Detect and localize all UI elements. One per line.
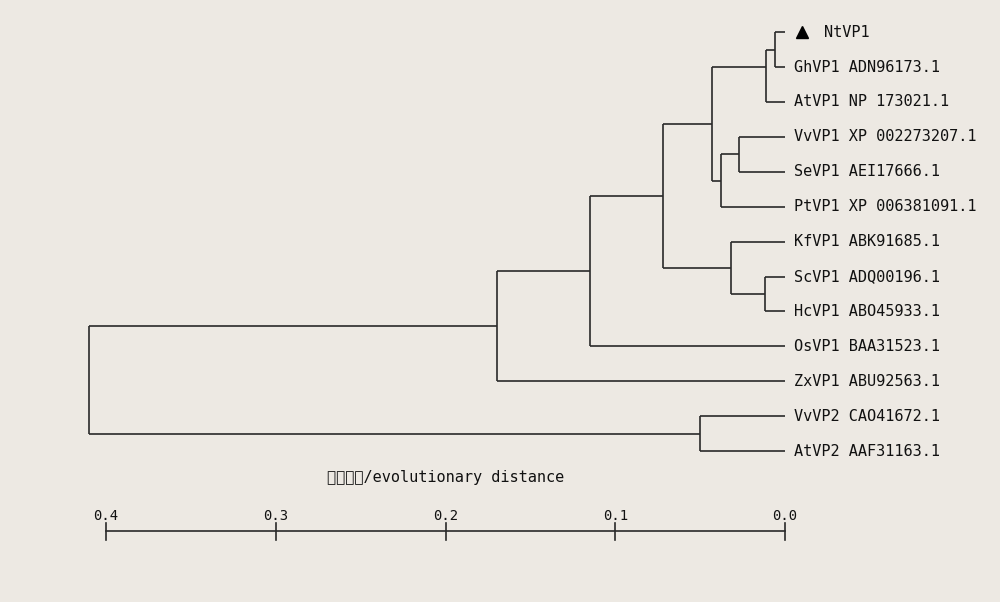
Text: AtVP1 NP 173021.1: AtVP1 NP 173021.1 bbox=[794, 95, 949, 110]
Text: AtVP2 AAF31163.1: AtVP2 AAF31163.1 bbox=[794, 444, 940, 459]
Text: GhVP1 ADN96173.1: GhVP1 ADN96173.1 bbox=[794, 60, 940, 75]
Text: HcVP1 ABO45933.1: HcVP1 ABO45933.1 bbox=[794, 304, 940, 319]
Text: ScVP1 ADQ00196.1: ScVP1 ADQ00196.1 bbox=[794, 269, 940, 284]
Text: 进化距离/evolutionary distance: 进化距离/evolutionary distance bbox=[327, 470, 564, 485]
Text: 0.2: 0.2 bbox=[433, 509, 458, 523]
Text: VvVP2 CAO41672.1: VvVP2 CAO41672.1 bbox=[794, 409, 940, 424]
Text: VvVP1 XP 002273207.1: VvVP1 XP 002273207.1 bbox=[794, 129, 976, 144]
Text: NtVP1: NtVP1 bbox=[824, 25, 870, 40]
Text: 0.0: 0.0 bbox=[773, 509, 798, 523]
Text: 0.4: 0.4 bbox=[93, 509, 119, 523]
Text: SeVP1 AEI17666.1: SeVP1 AEI17666.1 bbox=[794, 164, 940, 179]
Text: ZxVP1 ABU92563.1: ZxVP1 ABU92563.1 bbox=[794, 374, 940, 389]
Text: PtVP1 XP 006381091.1: PtVP1 XP 006381091.1 bbox=[794, 199, 976, 214]
Text: OsVP1 BAA31523.1: OsVP1 BAA31523.1 bbox=[794, 339, 940, 354]
Text: 0.3: 0.3 bbox=[263, 509, 288, 523]
Text: KfVP1 ABK91685.1: KfVP1 ABK91685.1 bbox=[794, 234, 940, 249]
Text: 0.1: 0.1 bbox=[603, 509, 628, 523]
